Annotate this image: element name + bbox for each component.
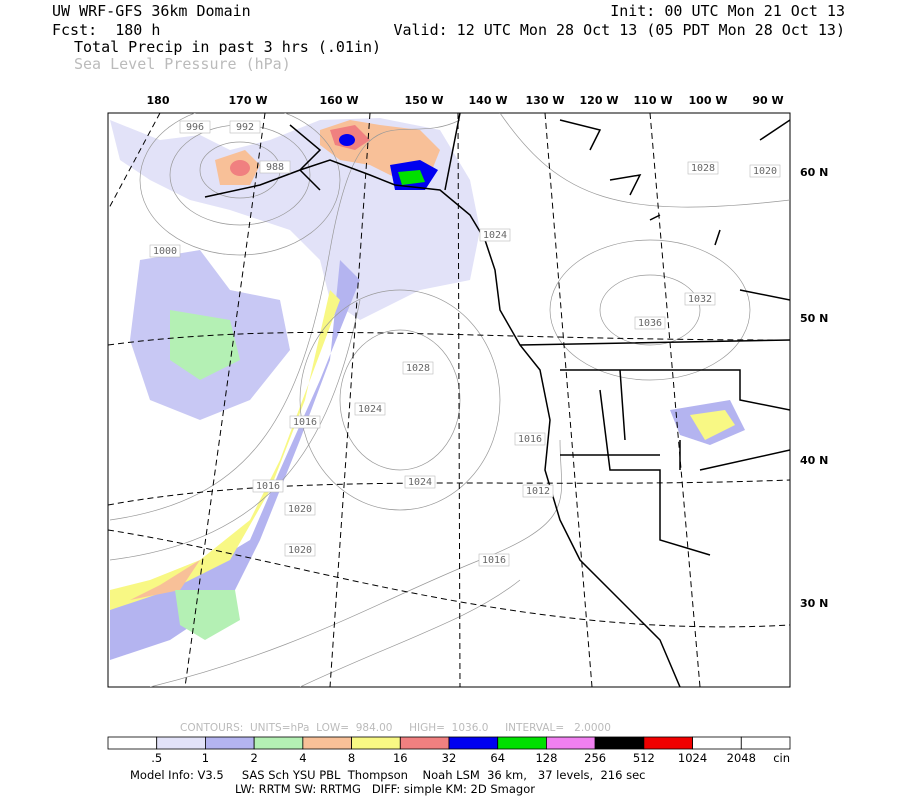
latitude-label: 40 N	[800, 454, 828, 467]
colorbar-swatch	[351, 736, 401, 750]
contour-label: 1020	[288, 504, 312, 515]
contour-label-box	[149, 244, 181, 258]
contour-info: CONTOURS: UNITS=hPa LOW= 984.00 HIGH= 10…	[180, 722, 611, 734]
contour-label: 1028	[406, 363, 430, 374]
contour-label-box	[478, 553, 510, 567]
longitude-label: 140 W	[469, 94, 508, 107]
isobars	[109, 113, 790, 687]
colorbar-label: 16	[393, 751, 408, 765]
contour-labels: 996 992 988 1000 1016 1016 1020 1020 1024 1028 102…	[149, 120, 781, 567]
contour-label-box	[284, 543, 316, 557]
colorbar-swatch	[692, 736, 742, 750]
coastlines	[204, 113, 790, 687]
contour-label: 1000	[153, 246, 177, 257]
contour-label-box	[259, 160, 291, 174]
longitude-label: 100 W	[689, 94, 728, 107]
colorbar-swatch	[497, 736, 547, 750]
colorbar-swatch	[156, 736, 206, 750]
contour-label: 1024	[358, 404, 382, 415]
contour-label-box	[634, 316, 666, 330]
contour-label: 1016	[482, 555, 506, 566]
model-info: Model Info: V3.5 SAS Sch YSU PBL Thompso…	[130, 768, 645, 782]
init-time: Init: 00 UTC Mon 21 Oct 13	[610, 2, 845, 20]
contour-label-box	[252, 479, 284, 493]
contour-label: 1020	[753, 166, 777, 177]
longitude-label: 120 W	[580, 94, 619, 107]
colorbar-label: 4	[299, 751, 306, 765]
colorbar-label: 32	[442, 751, 457, 765]
longitude-label: 130 W	[526, 94, 565, 107]
longitude-label: 110 W	[634, 94, 673, 107]
longitude-label: 90 W	[752, 94, 783, 107]
latitude-label: 60 N	[800, 166, 828, 179]
colorbar-swatch	[302, 736, 352, 750]
valid-time: Valid: 12 UTC Mon 28 Oct 13 (05 PDT Mon …	[393, 21, 845, 39]
contour-label-box	[404, 475, 436, 489]
contour-label-box	[684, 292, 716, 306]
colorbar-label: 1024	[678, 751, 707, 765]
contour-label-box	[354, 402, 386, 416]
contour-label-box	[749, 164, 781, 178]
colorbar-swatch	[448, 736, 499, 750]
colorbar-swatch	[107, 736, 158, 750]
contour-label-box	[179, 120, 211, 134]
colorbar-swatch	[253, 736, 304, 750]
latitude-labels: 60 N 50 N 40 N 30 N	[800, 166, 828, 610]
contour-label-box	[522, 484, 554, 498]
colorbar: .5 1 2 4 8 16 32 64 128 256 512 1024 2048 cin	[107, 736, 791, 765]
longitude-label: 180	[147, 94, 170, 107]
contour-label: 988	[266, 162, 284, 173]
colorbar-label: 2	[250, 751, 257, 765]
colorbar-label: 8	[348, 751, 355, 765]
colorbar-swatch	[546, 736, 596, 750]
contour-label: 1024	[408, 477, 432, 488]
colorbar-swatch	[594, 736, 645, 750]
contour-label-box	[229, 120, 261, 134]
contour-label-box	[284, 502, 316, 516]
contour-label: 1028	[691, 163, 715, 174]
latitude-label: 30 N	[800, 597, 828, 610]
map: 996 992 988 1000 1016 1016 1020 1020 1024 1028 102…	[107, 94, 828, 688]
forecast-hour: Fcst: 180 h	[52, 21, 160, 39]
longitude-label: 170 W	[229, 94, 268, 107]
colorbar-label: 512	[633, 751, 655, 765]
longitude-labels: 180 170 W 160 W 150 W 140 W 130 W 120 W 110 W 10…	[147, 94, 784, 107]
contour-label: 1016	[518, 434, 542, 445]
contour-label-box	[479, 228, 511, 242]
colorbar-label: cin	[773, 751, 790, 765]
contour-label: 1012	[526, 486, 550, 497]
contour-label: 1036	[638, 318, 662, 329]
colorbar-label: .5	[151, 751, 162, 765]
colorbar-swatch	[740, 736, 791, 750]
contour-label: 1020	[288, 545, 312, 556]
contour-label-box	[687, 161, 719, 175]
colorbar-swatch	[399, 736, 450, 750]
colorbar-swatch	[643, 736, 693, 750]
contour-label: 1032	[688, 294, 712, 305]
physics-info: LW: RRTM SW: RRTMG DIFF: simple KM: 2D S…	[235, 782, 535, 796]
longitude-label: 150 W	[405, 94, 444, 107]
title: UW WRF-GFS 36km Domain	[52, 2, 251, 20]
latitude-label: 50 N	[800, 312, 828, 325]
colorbar-label: 64	[490, 751, 505, 765]
colorbar-label: 2048	[727, 751, 756, 765]
contour-label: 1016	[256, 481, 280, 492]
contour-label-box	[289, 415, 321, 429]
contour-label: 996	[186, 122, 204, 133]
precip	[110, 118, 745, 660]
contour-label-box	[402, 361, 434, 375]
colorbar-swatch	[205, 736, 255, 750]
colorbar-label: 1	[202, 751, 209, 765]
colorbar-label: 128	[535, 751, 557, 765]
longitude-label: 160 W	[320, 94, 359, 107]
contour-label: 1016	[293, 417, 317, 428]
overlay-name: Sea Level Pressure (hPa)	[74, 55, 291, 73]
colorbar-label: 256	[584, 751, 606, 765]
field-name: Total Precip in past 3 hrs (.01in)	[74, 38, 381, 56]
contour-label: 992	[236, 122, 254, 133]
contour-label-box	[514, 432, 546, 446]
contour-label: 1024	[483, 230, 507, 241]
